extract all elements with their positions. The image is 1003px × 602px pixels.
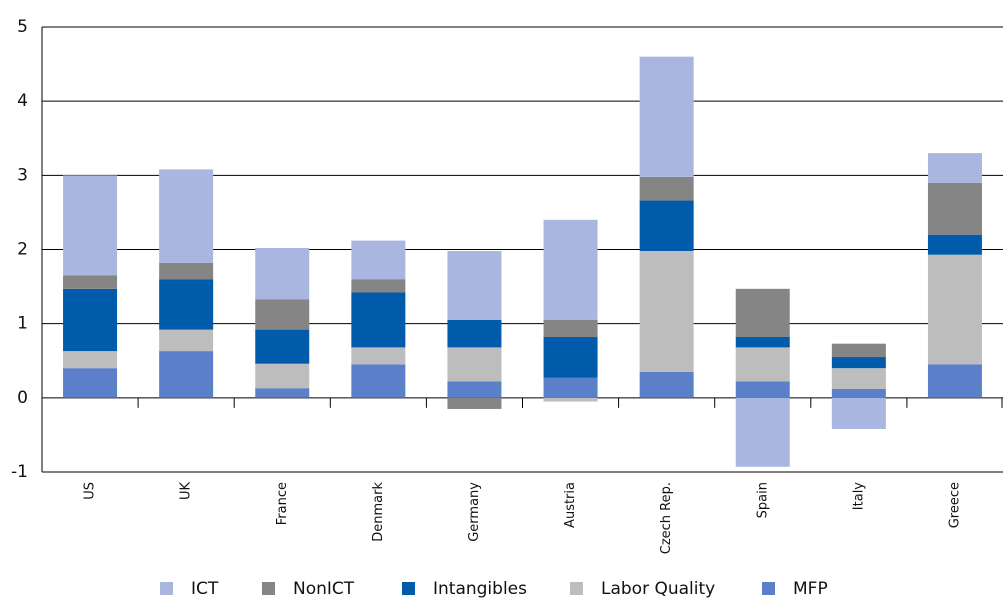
y-tick-label: 3 [17, 165, 28, 185]
bar-segment [255, 388, 310, 398]
bar-segment [735, 288, 790, 338]
bar-segment [63, 351, 118, 369]
y-tick-label: 2 [17, 240, 28, 260]
x-tick-label: Greece [947, 482, 962, 528]
bar-segment [831, 368, 886, 389]
bar-segment [351, 292, 406, 348]
bar-segment [543, 337, 598, 378]
y-tick-label: 4 [17, 91, 28, 111]
legend-label: NonICT [293, 579, 355, 598]
bar-segment [927, 182, 982, 235]
bar-segment [735, 397, 790, 467]
bar-segment [63, 288, 118, 352]
bar-segment [63, 368, 118, 398]
bar-segment [255, 248, 310, 300]
x-tick-label: Spain [755, 482, 770, 518]
bar-segment [255, 329, 310, 364]
bar-segment [543, 319, 598, 338]
x-tick-label: Czech Rep. [659, 482, 674, 554]
legend-swatch [570, 582, 583, 595]
legend-swatch [160, 582, 173, 595]
bar-segment [159, 351, 214, 398]
bar-segment [543, 219, 598, 320]
bar-segment [255, 363, 310, 389]
x-tick-label: Denmark [371, 482, 386, 542]
bar-segment [927, 234, 982, 255]
bar-segment [447, 347, 502, 382]
bar-segment [351, 364, 406, 398]
x-tick-label: France [275, 482, 290, 525]
legend-swatch [262, 582, 275, 595]
bar-segment [159, 329, 214, 352]
bar-segment [159, 279, 214, 330]
bar-segment [543, 377, 598, 398]
bar-segment [63, 175, 118, 276]
bar-segment [927, 153, 982, 183]
bar-segment [831, 357, 886, 369]
bar-segment [351, 279, 406, 293]
x-tick-label: US [83, 482, 98, 500]
legend-label: MFP [793, 579, 828, 598]
bar-segment [735, 347, 790, 382]
legend-swatch [402, 582, 415, 595]
bar-segment [831, 397, 886, 429]
x-tick-label: Italy [851, 482, 866, 511]
bar-segment [543, 397, 598, 402]
bar-segment [159, 169, 214, 263]
legend-label: Labor Quality [601, 579, 715, 598]
legend-label: ICT [191, 579, 219, 598]
bar-segment [639, 56, 694, 177]
bar-segment [255, 299, 310, 330]
bar-segment [447, 319, 502, 348]
bar-segment [927, 254, 982, 365]
y-tick-label: 1 [17, 314, 28, 334]
x-tick-label: Germany [467, 482, 482, 542]
bar-segment [63, 275, 118, 289]
bar-segment [639, 371, 694, 398]
bar-segment [735, 337, 790, 348]
x-tick-label: Austria [563, 482, 578, 528]
y-tick-label: -1 [11, 462, 28, 482]
bar-segment [159, 262, 214, 280]
bar-segment [639, 250, 694, 372]
bar-segment [447, 250, 502, 320]
y-tick-label: 5 [17, 17, 28, 37]
bar-segment [831, 388, 886, 398]
bar-segment [831, 343, 886, 358]
legend-label: Intangibles [433, 579, 527, 598]
bar-segment [447, 397, 502, 409]
bar-segment [351, 347, 406, 365]
bar-segment [639, 200, 694, 251]
bar-segment [735, 381, 790, 398]
y-tick-label: 0 [17, 388, 28, 408]
x-tick-label: UK [179, 482, 194, 501]
legend-swatch [762, 582, 775, 595]
bar-segment [447, 381, 502, 398]
bar-segment [927, 364, 982, 398]
bar-segment [351, 240, 406, 280]
bar-segment [639, 176, 694, 201]
